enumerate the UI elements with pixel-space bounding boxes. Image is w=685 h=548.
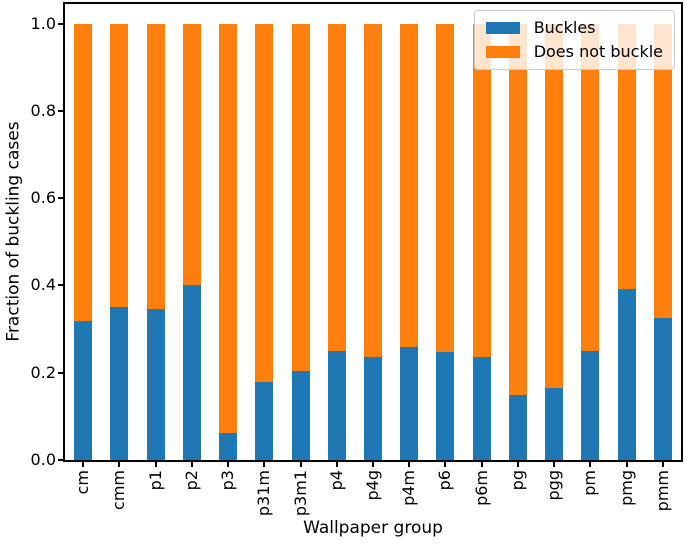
bar-segment-does-not-buckle-p3 (219, 23, 238, 433)
bar-segment-does-not-buckle-pmg (617, 23, 636, 289)
bar-segment-does-not-buckle-pgg (545, 23, 564, 389)
bar-segment-buckles-p1 (146, 309, 165, 460)
legend-label: Does not buckle (533, 42, 663, 61)
y-tick-label-0.2: 0.2 (30, 362, 56, 382)
y-tick-label-0.4: 0.4 (30, 275, 56, 295)
x-tick-label-pgg: pgg (544, 470, 564, 501)
x-tick-label-pm: pm (580, 470, 600, 496)
bar-segment-buckles-p3 (219, 432, 238, 460)
bar-segment-does-not-buckle-p31m (255, 23, 274, 383)
x-tick-label-p4g: p4g (363, 470, 382, 501)
bar-segment-buckles-pg (508, 395, 527, 460)
x-tick-label-pmm: pmm (652, 470, 672, 512)
legend-entry-buckles: Buckles (485, 16, 663, 40)
x-tick-label-p3: p3 (218, 470, 238, 491)
y-tick-0.6 (58, 197, 63, 200)
x-tick-pm (589, 462, 592, 467)
bar-segment-does-not-buckle-p6m (472, 23, 491, 358)
x-tick-label-p31m: p31m (254, 470, 274, 517)
y-tick-label-0.8: 0.8 (30, 100, 56, 120)
x-tick-p3m1 (299, 462, 302, 467)
x-tick-p2 (190, 462, 193, 467)
bar-segment-buckles-cm (74, 321, 93, 460)
legend-swatch-icon (485, 22, 520, 34)
x-tick-p6m (480, 462, 483, 467)
x-tick-p31m (263, 462, 266, 467)
x-tick-pmg (625, 462, 628, 467)
bar-segment-does-not-buckle-pg (508, 23, 527, 396)
x-tick-pg (516, 462, 519, 467)
x-tick-pmm (661, 462, 664, 467)
x-tick-label-p6m: p6m (471, 470, 491, 506)
bar-segment-buckles-p2 (182, 285, 201, 460)
y-tick-label-0.6: 0.6 (30, 188, 56, 208)
y-tick-label-1.0: 1.0 (30, 13, 56, 33)
x-tick-p4m (408, 462, 411, 467)
bar-segment-buckles-pm (581, 350, 600, 460)
legend-swatch-icon (485, 46, 520, 58)
bar-segment-buckles-pmm (653, 317, 672, 460)
bar-segment-buckles-pgg (545, 388, 564, 460)
y-tick-0.8 (58, 109, 63, 112)
y-tick-0.2 (58, 371, 63, 374)
x-tick-label-pg: pg (507, 470, 527, 491)
y-tick-1.0 (58, 22, 63, 25)
x-tick-p4 (335, 462, 338, 467)
x-tick-label-p4: p4 (326, 470, 346, 491)
bar-segment-buckles-p31m (255, 382, 274, 460)
bar-segment-buckles-cmm (110, 306, 129, 460)
x-tick-p1 (154, 462, 157, 467)
bar-segment-does-not-buckle-p3m1 (291, 23, 310, 371)
bar-segment-does-not-buckle-cmm (110, 23, 129, 307)
bar-segment-buckles-p4m (400, 346, 419, 460)
x-tick-pgg (553, 462, 556, 467)
y-tick-0.0 (58, 459, 63, 461)
x-tick-cm (82, 462, 85, 467)
legend-entry-does-not-buckle: Does not buckle (485, 40, 663, 64)
bar-segment-buckles-p4 (327, 351, 346, 460)
x-tick-label-cmm: cmm (109, 470, 129, 510)
x-tick-label-p3m1: p3m1 (290, 470, 310, 517)
x-tick-label-p6: p6 (435, 470, 455, 491)
x-tick-label-p2: p2 (181, 470, 201, 491)
bar-segment-buckles-p6 (436, 352, 455, 460)
bar-segment-buckles-p4g (364, 357, 382, 460)
bar-segment-does-not-buckle-p6 (436, 23, 455, 353)
plot-area: Buckles Does not buckle (58, 2, 683, 467)
bar-segment-does-not-buckle-pmm (653, 23, 672, 318)
x-tick-p6 (444, 462, 447, 467)
legend: Buckles Does not buckle (473, 10, 675, 70)
bar-segment-does-not-buckle-p4 (327, 23, 346, 352)
bar-segment-buckles-pmg (617, 288, 636, 460)
bar-segment-does-not-buckle-pm (581, 23, 600, 351)
bar-segment-buckles-p3m1 (291, 370, 310, 460)
x-tick-p4g (372, 462, 374, 467)
y-tick-0.4 (58, 284, 63, 287)
bar-segment-buckles-p6m (472, 357, 491, 460)
bar-segment-does-not-buckle-p1 (146, 23, 165, 310)
x-axis-label: Wallpaper group (303, 518, 443, 538)
x-tick-label-cm: cm (73, 470, 93, 495)
bar-segment-does-not-buckle-p4g (364, 23, 382, 358)
x-tick-cmm (118, 462, 121, 467)
x-tick-label-p1: p1 (145, 470, 165, 491)
y-tick-label-0.0: 0.0 (30, 450, 56, 469)
bar-segment-does-not-buckle-p4m (400, 23, 419, 347)
x-tick-label-p4m: p4m (399, 470, 419, 506)
x-tick-label-pmg: pmg (616, 470, 636, 506)
x-tick-p3 (227, 462, 230, 467)
bar-segment-does-not-buckle-p2 (182, 23, 201, 286)
legend-label: Buckles (533, 18, 596, 37)
bar-segment-does-not-buckle-cm (74, 23, 93, 322)
